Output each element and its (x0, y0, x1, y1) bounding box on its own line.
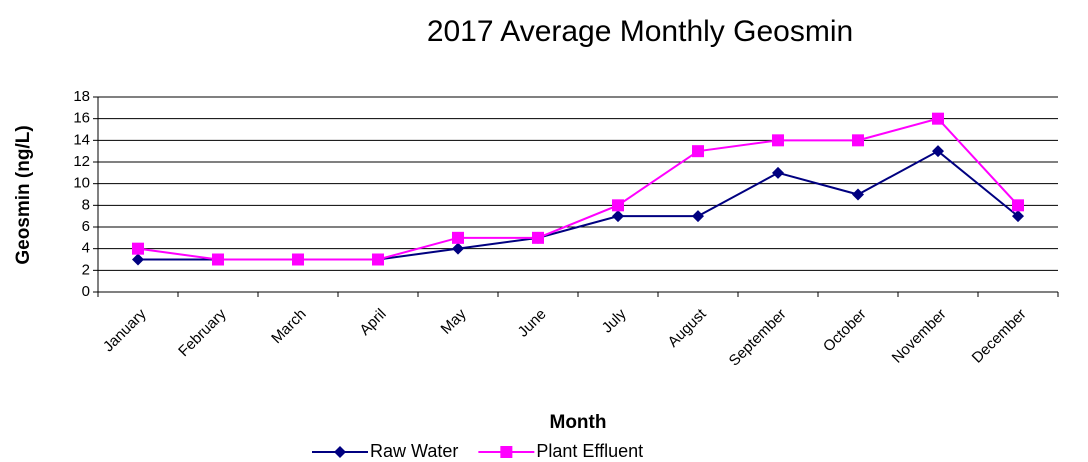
marker (852, 134, 864, 147)
marker (772, 166, 784, 179)
x-tick-label: May (438, 305, 470, 337)
marker (372, 253, 384, 266)
y-tick-label: 18 (73, 88, 90, 105)
y-tick-label: 16 (73, 110, 90, 127)
x-tick-label: February (175, 305, 230, 360)
marker (1012, 210, 1024, 223)
legend-label: Plant Effluent (536, 441, 643, 461)
marker (852, 188, 864, 201)
marker (500, 446, 513, 458)
marker (452, 242, 464, 255)
marker (692, 210, 704, 223)
legend-label: Raw Water (370, 441, 458, 461)
y-axis-label: Geosmin (ng/L) (13, 125, 34, 264)
marker (212, 253, 224, 266)
y-tick-label: 12 (73, 153, 90, 170)
y-tick-label: 10 (73, 175, 90, 192)
x-tick-label: January (100, 305, 150, 355)
y-tick-label: 4 (82, 240, 90, 257)
marker (1012, 199, 1024, 212)
marker (772, 134, 784, 147)
x-tick-label: April (356, 306, 389, 339)
series-line (137, 117, 1019, 261)
y-tick-label: 14 (73, 131, 90, 148)
chart-title: 2017 Average Monthly Geosmin (427, 15, 853, 48)
x-axis-label: Month (550, 412, 607, 433)
x-tick-label: July (599, 305, 630, 336)
marker (132, 242, 144, 255)
marker (292, 253, 304, 266)
marker (692, 145, 704, 158)
y-tick-label: 0 (82, 283, 90, 300)
y-tick-label: 2 (82, 261, 90, 278)
marker (932, 112, 944, 125)
marker (612, 199, 624, 212)
marker (932, 145, 944, 158)
marker (612, 210, 624, 223)
marker (132, 253, 144, 266)
y-tick-label: 8 (82, 196, 90, 213)
x-tick-label: August (665, 305, 711, 351)
x-tick-label: December (969, 306, 1030, 367)
x-tick-label: September (726, 306, 790, 370)
x-tick-label: June (515, 306, 550, 341)
x-tick-label: October (820, 306, 870, 356)
y-tick-label: 6 (82, 218, 90, 235)
x-tick-label: March (268, 306, 309, 347)
marker (334, 446, 346, 458)
marker (452, 231, 464, 244)
marker (532, 231, 544, 244)
x-tick-label: November (889, 306, 950, 367)
